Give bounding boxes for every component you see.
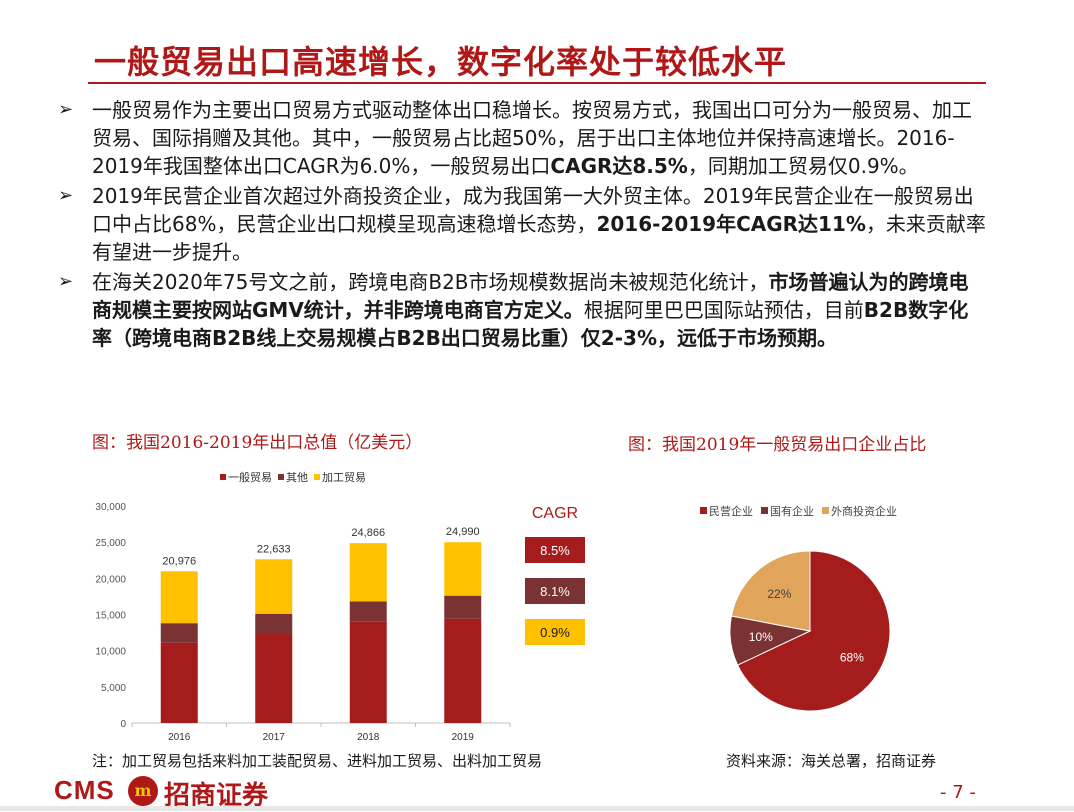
figure-2-caption-body: 我国2019年一般贸易出口企业占比 [662,435,927,455]
y-tick-label: 5,000 [101,683,126,694]
pie-legend-label-2: 外商投资企业 [831,504,897,518]
x-tick-label: 2017 [263,732,286,743]
data-source: 资料来源：海关总署，招商证券 [726,752,937,770]
x-tick-label: 2018 [357,732,380,743]
bar-segment-2016-1 [160,623,198,643]
cms-logo-text: CMS [54,775,115,805]
y-tick-label: 20,000 [95,574,126,585]
pie-slice-label-0: 68% [840,651,864,665]
bullet-3-run-3: 根据阿里巴巴国际站预估，目前 [583,298,864,322]
bullet-item-1: ➢ 一般贸易作为主要出口贸易方式驱动整体出口稳增长。按贸易方式，我国出口可分为一… [56,96,986,180]
bar-segment-2018-2 [349,543,387,602]
y-tick-label: 25,000 [95,538,126,549]
legend-label-0: 一般贸易 [228,471,272,484]
pie-slice-2 [730,550,811,632]
arrow-bullet-icon: ➢ [58,99,74,120]
bar-segment-2016-2 [160,571,198,624]
pie-legend-label-1: 国有企业 [770,504,814,518]
pie-slice-label-1: 10% [749,630,773,644]
legend-label-2: 加工贸易 [322,471,366,484]
bullet-2-run-2: 2016-2019年CAGR达11% [596,212,866,236]
figure-2-caption-label: 图： [628,435,662,455]
bar-segment-2017-0 [255,634,293,723]
y-tick-label: 15,000 [95,611,126,622]
cagr-box-1 [525,578,585,604]
legend-label-1: 其他 [286,471,308,484]
bar-segment-2018-0 [349,621,387,723]
y-tick-label: 0 [120,719,126,730]
page-number: - 7 - [940,782,976,803]
bullet-3-run-2: 市场普遍认为的跨境电商规模主要按网站GMV统计，并非跨境电商官方定义。 [92,270,969,322]
pie-legend-swatch-2 [822,507,829,514]
bar-segment-2017-2 [255,559,293,614]
bar-total-label: 24,866 [351,527,385,539]
y-tick-label: 10,000 [95,647,126,658]
bullet-item-2: ➢ 2019年民营企业首次超过外商投资企业，成为我国第一大外贸主体。2019年民… [56,182,986,266]
cagr-label-1: 8.1% [540,584,570,599]
cagr-box-0 [525,537,585,563]
bar-segment-2019-2 [444,542,482,596]
pie-legend-swatch-1 [761,507,768,514]
bullet-3-run-4: B2B数字化率（跨境电商B2B线上交易规模占B2B出口贸易比重）仅2-3%，远低… [92,298,969,350]
figure-1-caption-body: 我国2016-2019年出口总值（亿美元） [126,433,423,453]
arrow-bullet-icon: ➢ [58,271,74,292]
bullet-1-run-1: 一般贸易作为主要出口贸易方式驱动整体出口稳增长。按贸易方式，我国出口可分为一般贸… [92,98,972,178]
bar-total-label: 22,633 [257,543,291,555]
bar-segment-2016-0 [160,642,198,723]
bullet-1-run-2: CAGR达8.5% [550,154,688,178]
x-tick-label: 2019 [452,732,475,743]
bullet-item-3: ➢ 在海关2020年75号文之前，跨境电商B2B市场规模数据尚未被规范化统计，市… [56,268,986,352]
bullet-list: ➢ 一般贸易作为主要出口贸易方式驱动整体出口稳增长。按贸易方式，我国出口可分为一… [56,96,986,354]
figure-2-caption: 图：我国2019年一般贸易出口企业占比 [628,430,926,455]
arrow-bullet-icon: ➢ [58,185,74,206]
title-underline [88,82,986,84]
cagr-box-2 [525,619,585,645]
bullet-2-run-1: 2019年民营企业首次超过外商投资企业，成为我国第一大外贸主体。2019年民营企… [92,184,974,236]
bar-total-label: 24,990 [446,526,480,538]
bar-segment-2019-1 [444,595,482,619]
pie-slice-label-2: 22% [767,587,791,601]
x-tick-label: 2016 [168,732,191,743]
export-bar-chart: 一般贸易 其他 加工贸易 0 5,000 10,000 15,000 20,000 25,000… [95,471,585,743]
bullet-2-run-3: ，未来贡献率有望进一步提升。 [92,212,986,264]
cagr-title: CAGR [532,505,578,522]
pie-legend-swatch-0 [700,507,707,514]
bullet-3-run-1: 在海关2020年75号文之前，跨境电商B2B市场规模数据尚未被规范化统计， [92,270,769,294]
legend-swatch-2 [314,474,320,480]
bar-segment-2018-1 [349,601,387,622]
chart-footnote: 注：加工贸易包括来料加工装配贸易、进料加工贸易、出料加工贸易 [92,752,543,770]
enterprise-share-pie-chart: 民营企业 国有企业 外商投资企业 68% 10% 22% [700,504,897,712]
figure-1-caption: 图：我国2016-2019年出口总值（亿美元） [92,428,422,453]
cagr-label-2: 0.9% [540,625,570,640]
pie-slice-0 [736,550,891,712]
y-tick-label: 30,000 [95,502,126,513]
bar-total-label: 20,976 [162,555,196,567]
pie-legend-label-0: 民营企业 [709,504,753,518]
slide-title: 一般贸易出口高速增长，数字化率处于较低水平 [94,43,788,81]
legend-swatch-0 [220,474,226,480]
bar-segment-2017-1 [255,613,293,635]
cagr-label-0: 8.5% [540,543,570,558]
cms-logo-badge-icon: m [128,776,158,806]
figure-1-caption-label: 图： [92,433,126,453]
bullet-1-run-3: ，同期加工贸易仅0.9%。 [687,154,919,178]
footer-divider [0,806,1074,811]
bar-segment-2019-0 [444,618,482,723]
legend-swatch-1 [278,474,284,480]
